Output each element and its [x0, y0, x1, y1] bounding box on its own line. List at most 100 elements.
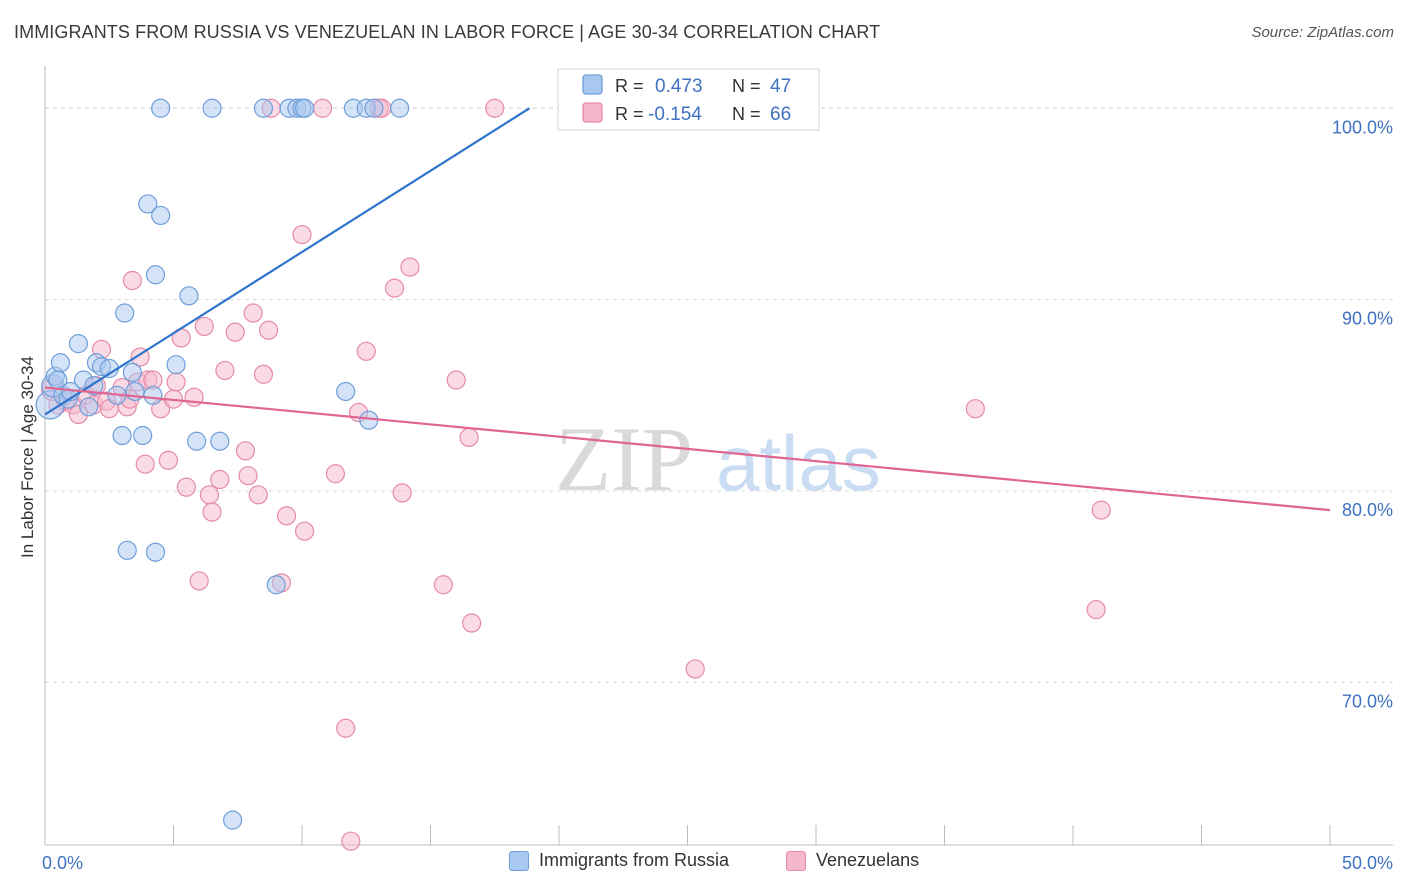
- venezuelan-point: [225, 322, 245, 342]
- russia-point: [151, 98, 171, 118]
- russia-point: [187, 431, 207, 451]
- russia-point: [79, 397, 99, 417]
- watermark-zip: ZIP: [555, 408, 693, 510]
- venezuelan-point: [189, 571, 209, 591]
- stats-r-label: R =: [615, 104, 644, 124]
- venezuelan-point: [356, 341, 376, 361]
- y-tick-label: 100.0%: [1332, 117, 1393, 137]
- venezuelan-point: [238, 466, 258, 486]
- y-tick-label: 70.0%: [1342, 691, 1393, 711]
- venezuelan-point: [199, 485, 220, 505]
- russia-point: [50, 353, 71, 373]
- legend-swatch-pink: [786, 850, 806, 871]
- russia-point: [122, 362, 142, 382]
- stats-swatch-blue: [582, 74, 603, 95]
- venezuelan-point: [258, 320, 279, 340]
- legend-label-russia: Immigrants from Russia: [539, 850, 730, 870]
- venezuelan-point: [158, 450, 178, 470]
- grid-lines: [45, 107, 1393, 683]
- stats-swatch-pink: [582, 102, 603, 123]
- russia-point: [179, 286, 199, 306]
- russia-point: [115, 303, 135, 323]
- russia-point: [112, 425, 132, 446]
- venezuelan-point: [276, 506, 297, 526]
- y-tick-labels: 70.0% 80.0% 90.0% 100.0%: [1332, 117, 1393, 711]
- y-tick-label: 90.0%: [1342, 309, 1393, 329]
- stats-n-label: N =: [732, 76, 761, 96]
- russia-point: [133, 425, 153, 446]
- russia-point: [294, 98, 315, 118]
- x-tick-label-max: 50.0%: [1342, 853, 1393, 873]
- russia-point: [138, 194, 158, 214]
- venezuelan-point: [135, 454, 155, 474]
- venezuelan-point: [446, 370, 466, 390]
- venezuelan-point: [194, 316, 214, 337]
- russia-point: [253, 98, 274, 118]
- venezuelan-point: [325, 464, 346, 484]
- venezuelan-point: [685, 659, 705, 679]
- venezuelan-point: [292, 224, 312, 245]
- venezuelan-point: [312, 98, 333, 118]
- russia-point: [166, 355, 186, 375]
- stats-box: R = 0.473 N = 47 R = -0.154 N = 66: [557, 68, 820, 131]
- venezuelan-point: [248, 485, 268, 505]
- legend-swatch-blue: [509, 850, 529, 871]
- watermark: ZIP atlas: [555, 408, 881, 510]
- stats-n-value: 47: [770, 76, 791, 97]
- russia-point: [210, 431, 230, 451]
- venezuelan-point: [202, 502, 222, 522]
- legend: Immigrants from Russia Venezuelans: [0, 850, 1406, 880]
- stats-n-value: 66: [770, 104, 791, 125]
- venezuelan-point: [1091, 500, 1111, 520]
- stats-r-value: 0.473: [655, 76, 703, 97]
- venezuelan-point: [210, 469, 230, 490]
- venezuelan-point: [253, 364, 274, 384]
- russia-points: [35, 98, 608, 830]
- venezuelan-point: [459, 427, 479, 448]
- russia-point: [223, 810, 243, 830]
- venezuelan-point: [400, 257, 420, 277]
- russia-point: [68, 334, 89, 354]
- venezuelan-point: [462, 613, 482, 633]
- russia-point: [143, 385, 163, 405]
- russia-point: [145, 265, 166, 285]
- legend-item-russia[interactable]: Immigrants from Russia: [509, 850, 729, 871]
- watermark-atlas: atlas: [716, 419, 881, 507]
- y-axis-label: In Labor Force | Age 30-34: [18, 356, 37, 558]
- legend-label-venezuelans: Venezuelans: [816, 850, 920, 870]
- venezuelan-trend-line: [44, 386, 1331, 512]
- stats-r-value: -0.154: [648, 104, 702, 125]
- russia-point: [117, 540, 137, 560]
- venezuelan-point: [433, 575, 453, 595]
- venezuelan-point: [341, 831, 361, 851]
- trend-lines: [44, 107, 1331, 512]
- russia-point: [336, 381, 356, 402]
- legend-item-venezuelans[interactable]: Venezuelans: [786, 850, 919, 871]
- venezuelan-point: [336, 718, 356, 738]
- chart-title: IMMIGRANTS FROM RUSSIA VS VENEZUELAN IN …: [14, 22, 881, 42]
- venezuelan-point: [392, 483, 412, 503]
- stats-r-label: R =: [615, 76, 644, 96]
- source-label: Source: ZipAtlas.com: [1251, 24, 1394, 41]
- axes: [44, 66, 1393, 846]
- venezuelan-point: [384, 278, 405, 298]
- russia-point: [390, 98, 410, 118]
- venezuelan-point: [235, 441, 256, 461]
- venezuelan-point: [176, 477, 196, 497]
- venezuelan-point: [122, 270, 142, 291]
- venezuelan-point: [1086, 600, 1106, 620]
- venezuelan-point: [243, 303, 263, 323]
- stats-n-label: N =: [732, 104, 761, 124]
- venezuelan-point: [965, 399, 985, 419]
- russia-point: [151, 205, 171, 226]
- venezuelan-point: [215, 360, 235, 381]
- russia-point: [145, 542, 166, 562]
- russia-point: [202, 98, 222, 118]
- russia-point: [364, 98, 384, 118]
- venezuelan-point: [166, 372, 186, 392]
- russia-point: [266, 575, 286, 595]
- venezuelan-point: [485, 98, 505, 118]
- venezuelan-point: [294, 521, 315, 541]
- y-tick-label: 80.0%: [1342, 500, 1393, 520]
